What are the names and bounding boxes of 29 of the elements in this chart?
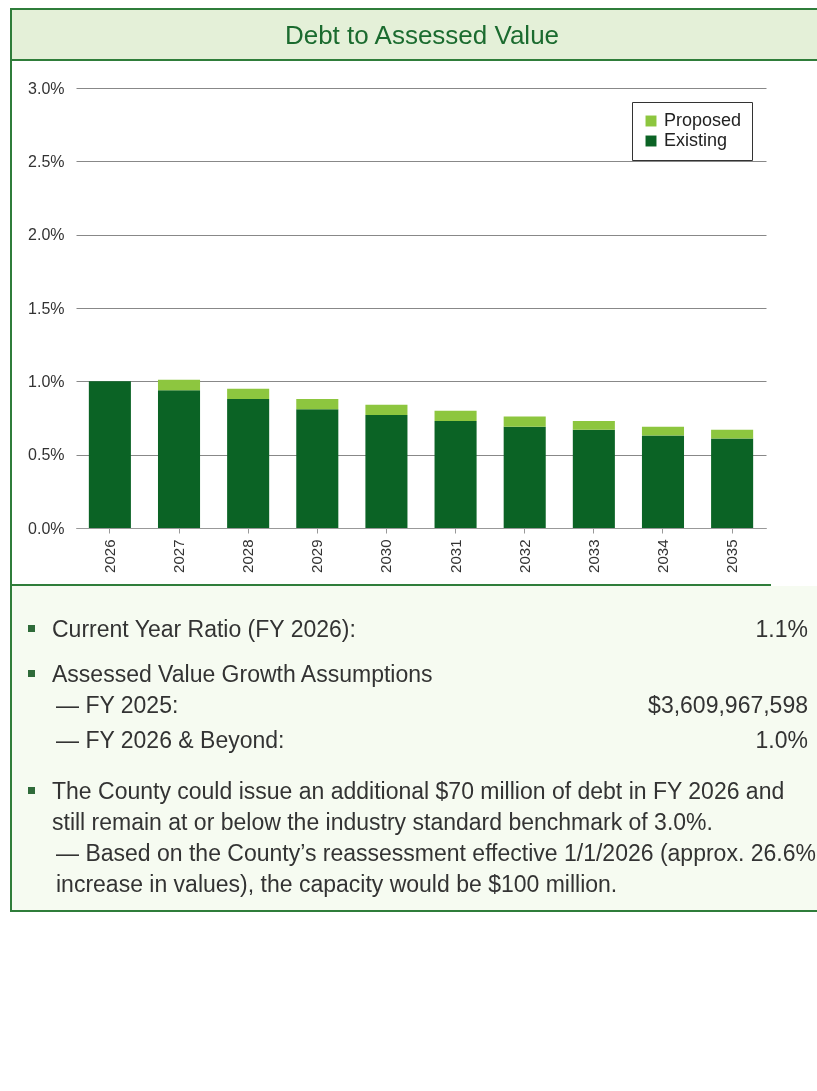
y-tick-label: 1.5% bbox=[28, 299, 65, 317]
y-tick-label: 0.5% bbox=[28, 446, 65, 464]
text: Current Year Ratio (FY 2026): bbox=[52, 615, 356, 644]
x-tick-label: 2034 bbox=[653, 539, 671, 573]
x-tick-label: 2027 bbox=[170, 539, 188, 573]
x-tick-label: 2029 bbox=[308, 539, 326, 573]
x-tick-label: 2028 bbox=[239, 539, 257, 573]
text: $3,609,967,598 bbox=[648, 691, 809, 721]
chart-title: Debt to Assessed Value bbox=[12, 10, 817, 61]
x-tick-label: 2031 bbox=[446, 539, 464, 573]
x-tick-label: 2033 bbox=[584, 539, 602, 573]
x-tick-label: 2035 bbox=[723, 539, 741, 573]
text: — Based on the County’s reassessment effective 1/1/2026 (approx. 26.6% increase in values), the capacity would be $100 million. bbox=[56, 840, 816, 898]
text: Assessed Value Growth Assumptions bbox=[52, 661, 433, 688]
legend-label: Proposed bbox=[664, 110, 742, 130]
text: The County could issue an additional $70 million of debt in FY 2026 and still remain at or below the industry standard benchmark of 3.0%. bbox=[52, 778, 785, 836]
y-tick-label: 3.0% bbox=[28, 79, 65, 97]
text: 1.1% bbox=[755, 615, 809, 644]
legend-label: Existing bbox=[664, 130, 728, 150]
y-tick-label: 1.0% bbox=[28, 372, 65, 390]
x-tick-label: 2026 bbox=[100, 539, 118, 573]
text: — FY 2026 & Beyond: bbox=[56, 726, 285, 756]
x-tick-label: 2032 bbox=[515, 539, 533, 573]
text: 1.0% bbox=[755, 726, 809, 756]
y-tick-label: 2.5% bbox=[28, 152, 65, 170]
y-tick-label: 2.0% bbox=[28, 226, 65, 244]
x-tick-label: 2030 bbox=[377, 539, 395, 573]
y-tick-label: 0.0% bbox=[28, 519, 65, 537]
text: — FY 2025: bbox=[56, 691, 179, 721]
